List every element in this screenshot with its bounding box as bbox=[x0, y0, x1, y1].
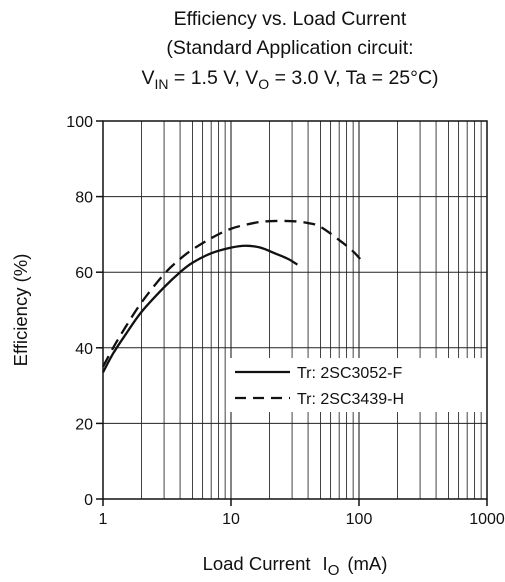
y-tick-label: 40 bbox=[75, 341, 93, 358]
x-tick-label: 1 bbox=[99, 511, 108, 528]
x-tick-label: 10 bbox=[222, 511, 240, 528]
x-tick-label: 100 bbox=[346, 511, 373, 528]
title-mid: = 1.5 V, V bbox=[168, 67, 258, 89]
y-tick-label: 60 bbox=[75, 265, 93, 282]
title-rest: = 3.0 V, Ta = 25°C) bbox=[269, 67, 438, 89]
y-axis-label: Efficiency (%) bbox=[10, 254, 31, 367]
title-vo-subscript: O bbox=[258, 76, 269, 92]
y-tick-label: 80 bbox=[75, 190, 93, 207]
legend: Tr: 2SC3052-F Tr: 2SC3439-H bbox=[229, 358, 484, 412]
y-tick-label: 20 bbox=[75, 416, 93, 433]
x-axis-label-subscript: O bbox=[328, 562, 340, 579]
series-layer bbox=[101, 219, 363, 373]
y-tick-label: 0 bbox=[84, 492, 93, 509]
tick-labels: 0 20 40 60 80 100 1 10 100 1000 bbox=[66, 114, 505, 528]
legend-box bbox=[229, 358, 484, 412]
legend-label-series-2: Tr: 2SC3439-H bbox=[297, 391, 404, 408]
x-axis-label: Load Current IO (mA) bbox=[203, 553, 388, 579]
chart-title-line-1: Efficiency vs. Load Current bbox=[174, 8, 407, 30]
series-line-2 bbox=[101, 219, 363, 368]
chart-title-line-3: VIN = 1.5 V, VO = 3.0 V, Ta = 25°C) bbox=[141, 67, 438, 92]
title-v: V bbox=[141, 67, 154, 89]
x-axis-label-text: Load Current bbox=[203, 553, 311, 574]
grid bbox=[103, 121, 487, 499]
x-axis-label-unit: (mA) bbox=[347, 553, 387, 574]
chart-title-line-2: (Standard Application circuit: bbox=[166, 37, 413, 59]
series-line-1 bbox=[101, 244, 298, 373]
x-tick-label: 1000 bbox=[469, 511, 505, 528]
title-vin-subscript: IN bbox=[154, 76, 168, 92]
y-tick-label: 100 bbox=[66, 114, 93, 131]
x-axis-label-symbol: I bbox=[323, 553, 328, 574]
legend-label-series-1: Tr: 2SC3052-F bbox=[297, 365, 402, 382]
plot-frame bbox=[102, 120, 488, 500]
